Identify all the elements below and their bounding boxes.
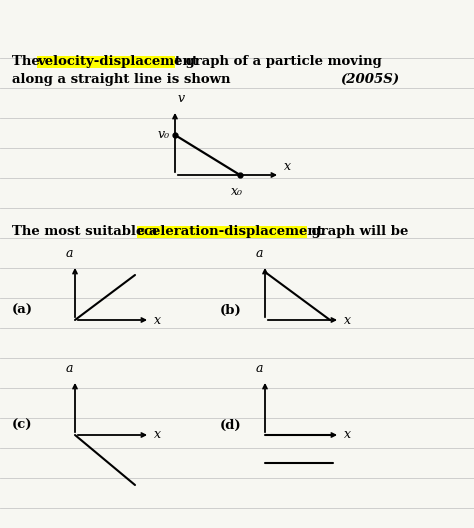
Text: (c): (c) (12, 419, 33, 431)
Text: v₀: v₀ (158, 128, 170, 142)
Text: v: v (178, 92, 185, 105)
Text: (d): (d) (220, 419, 242, 431)
Text: a: a (255, 362, 263, 375)
Text: x: x (344, 314, 351, 326)
Text: x₀: x₀ (231, 185, 243, 198)
Text: The: The (12, 55, 45, 68)
Bar (37, 56, 175, 68)
Text: x: x (154, 429, 161, 441)
Text: t graph of a particle moving: t graph of a particle moving (175, 55, 382, 68)
Text: The most suitable a: The most suitable a (12, 225, 157, 238)
Bar (137, 226, 307, 238)
Text: cceleration-displacement: cceleration-displacement (137, 225, 324, 238)
Text: a: a (65, 362, 73, 375)
Text: (b): (b) (220, 304, 242, 316)
Text: velocity-displacement: velocity-displacement (37, 55, 198, 68)
Text: a: a (255, 247, 263, 260)
Text: a: a (65, 247, 73, 260)
Text: (a): (a) (12, 304, 33, 316)
Text: x: x (344, 429, 351, 441)
Text: (2005S): (2005S) (340, 73, 399, 86)
Text: graph will be: graph will be (307, 225, 409, 238)
Text: along a straight line is shown: along a straight line is shown (12, 73, 230, 86)
Text: x: x (154, 314, 161, 326)
Text: x: x (284, 160, 291, 173)
